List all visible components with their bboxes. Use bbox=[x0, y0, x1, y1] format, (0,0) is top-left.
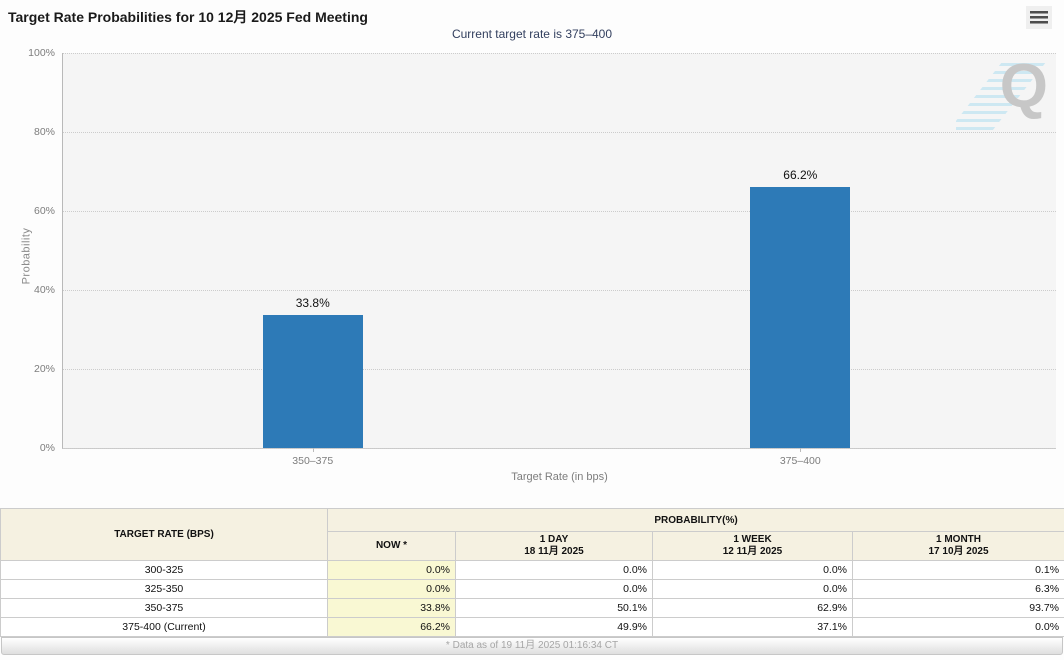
x-axis-title: Target Rate (in bps) bbox=[511, 471, 608, 483]
y-axis-tick-label: 40% bbox=[33, 284, 55, 296]
prob-1day: 50.1% bbox=[455, 598, 653, 618]
table-row: 300-325 0.0% 0.0% 0.0% 0.1% bbox=[0, 560, 1064, 580]
gridline bbox=[63, 211, 1056, 212]
rate-range-label: 325-350 bbox=[0, 579, 328, 599]
prob-1day: 49.9% bbox=[455, 617, 653, 637]
x-axis-tick-mark bbox=[800, 448, 802, 452]
gridline bbox=[63, 53, 1056, 54]
quikstrike-logo-letter: Q bbox=[999, 57, 1048, 121]
prob-1week: 0.0% bbox=[652, 560, 853, 580]
bar-375–400[interactable] bbox=[750, 186, 851, 448]
y-axis-tick-label: 100% bbox=[28, 47, 55, 59]
table-row: 350-375 33.8% 50.1% 62.9% 93.7% bbox=[0, 598, 1064, 618]
y-axis-tick-label: 60% bbox=[33, 205, 55, 217]
current-target-rate-text: Current target rate is 375–400 bbox=[451, 27, 613, 41]
prob-1month: 93.7% bbox=[851, 598, 1064, 618]
quikstrike-logo: Q bbox=[956, 57, 1052, 131]
gridline bbox=[63, 290, 1056, 291]
x-axis-tick-label: 350–375 bbox=[292, 455, 334, 467]
bar-value-label: 66.2% bbox=[783, 167, 818, 182]
col-header-target-rate: TARGET RATE (BPS) bbox=[0, 508, 328, 561]
prob-now: 33.8% bbox=[327, 598, 456, 618]
bar-value-label: 33.8% bbox=[295, 295, 330, 310]
y-axis-tick-label: 80% bbox=[33, 126, 55, 138]
prob-1month: 0.1% bbox=[851, 560, 1064, 580]
x-axis-tick-mark bbox=[312, 448, 314, 452]
col-header-now-line1: NOW * bbox=[375, 539, 408, 551]
probability-table: TARGET RATE (BPS) PROBABILITY(%) NOW * 1… bbox=[0, 508, 1064, 637]
table-row: 325-350 0.0% 0.0% 0.0% 6.3% bbox=[0, 579, 1064, 599]
prob-1month: 6.3% bbox=[851, 579, 1064, 599]
col-header-1month: 1 MONTH 17 10月 2025 bbox=[851, 531, 1064, 561]
col-header-1week-line2: 12 11月 2025 bbox=[722, 546, 783, 557]
page-title: Target Rate Probabilities for 10 12月 202… bbox=[8, 9, 368, 25]
gridline bbox=[63, 369, 1056, 370]
col-header-1day: 1 DAY 18 11月 2025 bbox=[455, 531, 653, 561]
col-header-1week: 1 WEEK 12 11月 2025 bbox=[652, 531, 853, 561]
prob-now: 66.2% bbox=[327, 617, 456, 637]
y-axis-tick-label: 20% bbox=[33, 363, 55, 375]
prob-now: 0.0% bbox=[327, 560, 456, 580]
col-header-1month-line2: 17 10月 2025 bbox=[928, 546, 989, 557]
prob-1week: 0.0% bbox=[652, 579, 853, 599]
prob-now: 0.0% bbox=[327, 579, 456, 599]
bar-350–375[interactable] bbox=[262, 314, 363, 448]
rate-range-label: 350-375 bbox=[0, 598, 328, 618]
col-header-1month-line1: 1 MONTH bbox=[936, 533, 982, 545]
col-header-now: NOW * bbox=[327, 531, 456, 561]
menu-bar bbox=[1030, 16, 1048, 19]
col-header-1day-line2: 18 11月 2025 bbox=[524, 546, 584, 557]
plot-area: Q Target Rate (in bps) 0% 20% 40% 60% 80% 100… bbox=[28, 47, 1056, 483]
col-header-probability-group: PROBABILITY(%) bbox=[326, 508, 1064, 532]
menu-bar bbox=[1030, 21, 1048, 24]
rate-range-label: 375-400 (Current) bbox=[0, 617, 328, 637]
rate-range-label: 300-325 bbox=[0, 560, 328, 580]
prob-1week: 37.1% bbox=[652, 617, 853, 637]
menu-bar bbox=[1030, 11, 1048, 14]
prob-1day: 0.0% bbox=[455, 579, 653, 599]
hamburger-menu-icon[interactable] bbox=[1026, 6, 1052, 29]
data-asof-footnote: * Data as of 19 11月 2025 01:16:34 CT bbox=[1, 637, 1063, 655]
quikstrike-logo-stripes bbox=[956, 63, 1046, 131]
prob-1month: 0.0% bbox=[851, 617, 1064, 637]
table-row: 375-400 (Current) 66.2% 49.9% 37.1% 0.0% bbox=[0, 617, 1064, 637]
y-axis-title: Probability bbox=[20, 227, 33, 285]
y-axis-tick-label: 0% bbox=[39, 442, 55, 454]
prob-1day: 0.0% bbox=[455, 560, 653, 580]
col-header-1week-line1: 1 WEEK bbox=[733, 533, 772, 545]
gridline bbox=[63, 132, 1056, 133]
gridline bbox=[63, 448, 1056, 449]
x-axis-tick-label: 375–400 bbox=[779, 455, 821, 467]
prob-1week: 62.9% bbox=[652, 598, 853, 618]
col-header-1day-line1: 1 DAY bbox=[539, 533, 569, 545]
